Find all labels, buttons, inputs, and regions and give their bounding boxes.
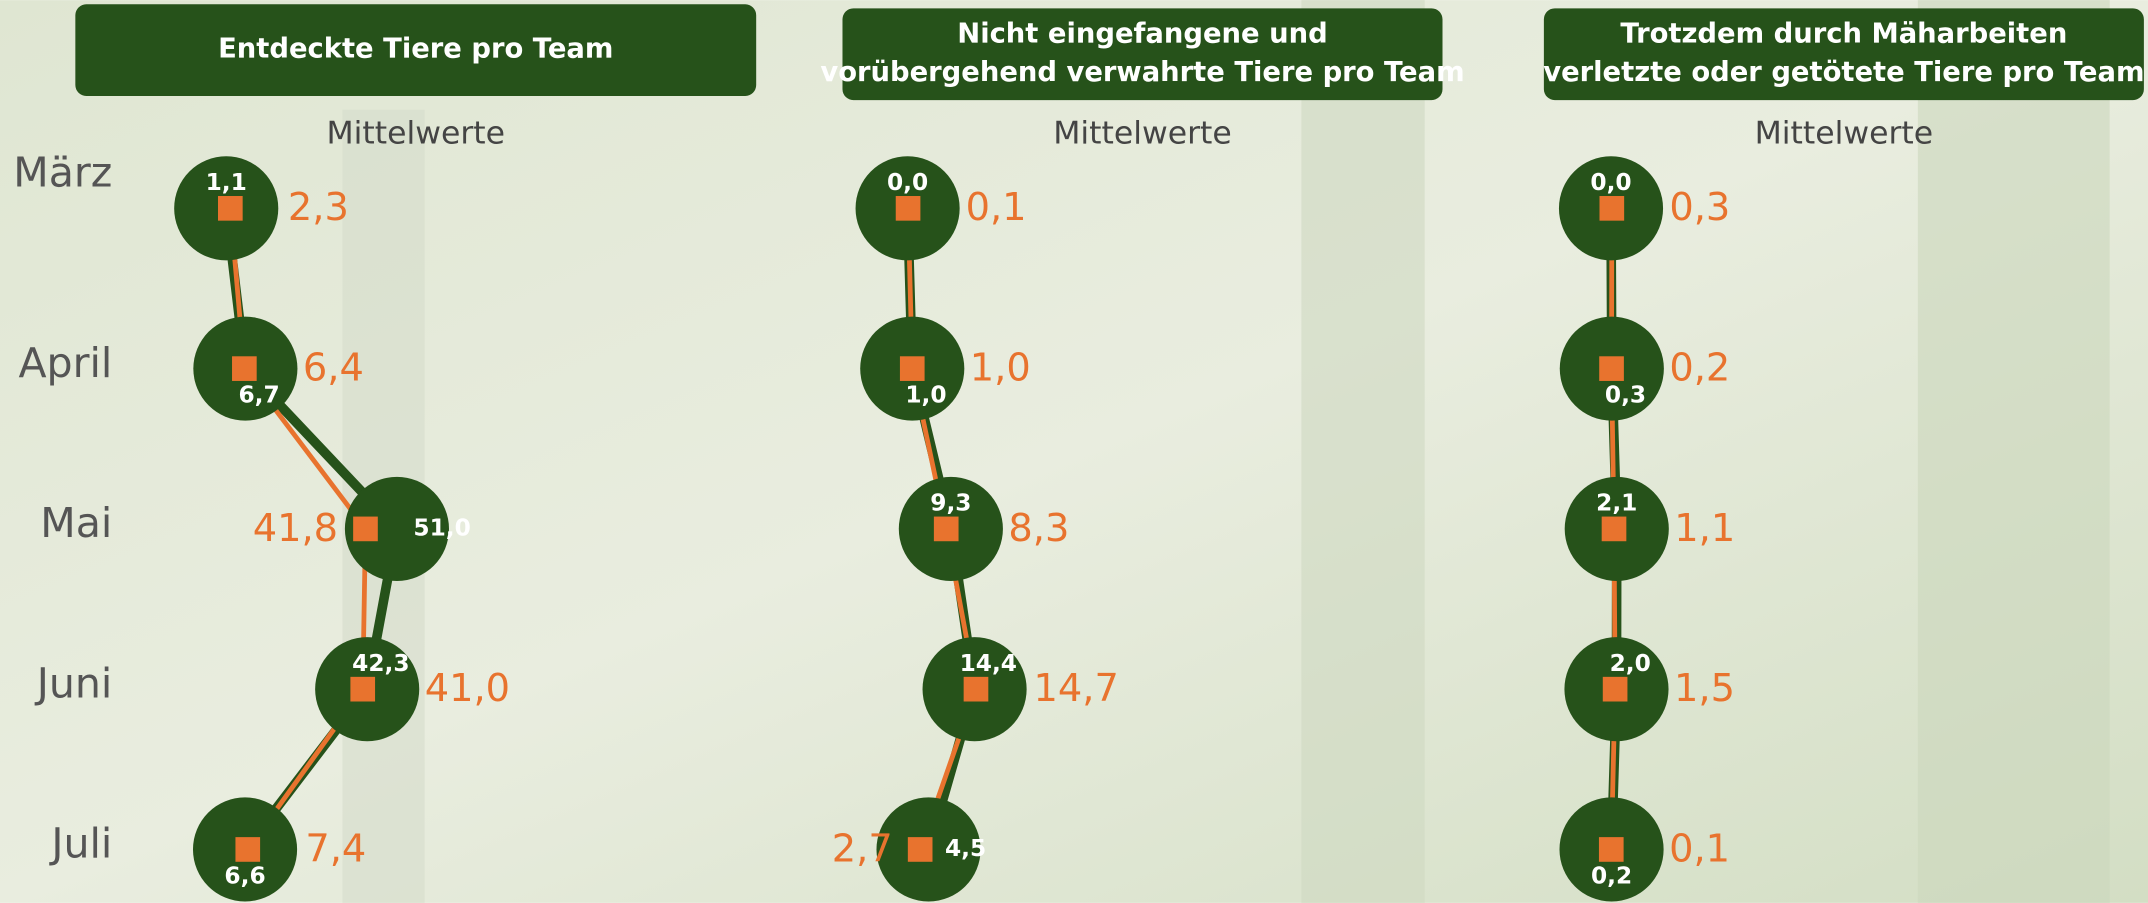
orange-value-label: 6,4: [303, 345, 364, 390]
chart-subtitle: Mittelwerte: [1755, 115, 1934, 151]
title-box: [1543, 8, 2144, 101]
title-box: [75, 4, 757, 97]
orange-value-label: 1,0: [970, 345, 1031, 390]
background-tree: [1301, 0, 1425, 903]
orange-value-label: 41,8: [253, 506, 338, 551]
orange-value-label: 1,5: [1674, 666, 1735, 711]
green-value-label: 4,5: [945, 835, 986, 862]
orange-square: [353, 516, 378, 542]
green-value-label: 42,3: [352, 650, 409, 677]
chart-title: Nicht eingefangene und: [957, 19, 1327, 50]
background-tree: [1917, 0, 2110, 903]
green-value-label: 6,7: [238, 382, 279, 409]
orange-value-label: 0,1: [1669, 826, 1730, 871]
green-value-label: 0,0: [887, 169, 928, 196]
orange-value-label: 0,2: [1669, 345, 1730, 390]
orange-value-label: 1,1: [1674, 506, 1735, 551]
green-value-label: 14,4: [960, 650, 1017, 677]
orange-square: [232, 356, 257, 381]
green-value-label: 9,3: [930, 490, 971, 517]
green-value-label: 0,2: [1591, 862, 1632, 889]
green-value-label: 1,0: [905, 382, 946, 409]
category-label: Juli: [48, 820, 112, 868]
orange-square: [1602, 676, 1628, 702]
chart-title: Entdeckte Tiere pro Team: [218, 34, 613, 65]
green-value-label: 51,0: [413, 514, 470, 541]
orange-value-label: 41,0: [425, 666, 510, 711]
green-value-label: 0,3: [1605, 382, 1646, 409]
green-value-label: 1,1: [206, 169, 247, 196]
chart-title: vorübergehend verwahrte Tiere pro Team: [820, 57, 1464, 88]
orange-square: [1599, 356, 1624, 381]
green-value-label: 2,0: [1610, 650, 1651, 677]
orange-square: [963, 676, 989, 702]
orange-square: [1601, 516, 1627, 542]
orange-square: [1599, 196, 1625, 221]
title-box: [842, 8, 1443, 101]
category-label: April: [18, 339, 112, 387]
green-value-label: 0,0: [1590, 169, 1631, 196]
orange-value-label: 7,4: [305, 826, 366, 871]
chart-subtitle: Mittelwerte: [326, 115, 505, 151]
chart-subtitle: Mittelwerte: [1053, 115, 1232, 151]
orange-value-label: 0,3: [1669, 185, 1730, 230]
orange-value-label: 2,7: [832, 826, 893, 871]
orange-square: [899, 356, 925, 381]
orange-value-label: 8,3: [1008, 506, 1069, 551]
orange-square: [933, 516, 959, 542]
green-value-label: 2,1: [1596, 490, 1637, 517]
orange-square: [907, 837, 933, 862]
chart-title: verletzte oder getötete Tiere pro Team: [1543, 57, 2144, 88]
category-label: Mai: [40, 499, 112, 547]
orange-square: [350, 676, 376, 702]
category-label: Juni: [34, 659, 113, 707]
category-label: März: [13, 148, 112, 196]
orange-square: [895, 196, 921, 221]
orange-value-label: 2,3: [288, 185, 349, 230]
orange-value-label: 0,1: [966, 185, 1027, 230]
orange-square: [218, 196, 243, 221]
orange-square: [235, 837, 261, 862]
chart-title: Trotzdem durch Mäharbeiten: [1620, 19, 2067, 50]
orange-square: [1598, 837, 1624, 862]
green-dot: [344, 476, 450, 581]
orange-value-label: 14,7: [1034, 666, 1119, 711]
green-value-label: 6,6: [224, 862, 265, 889]
